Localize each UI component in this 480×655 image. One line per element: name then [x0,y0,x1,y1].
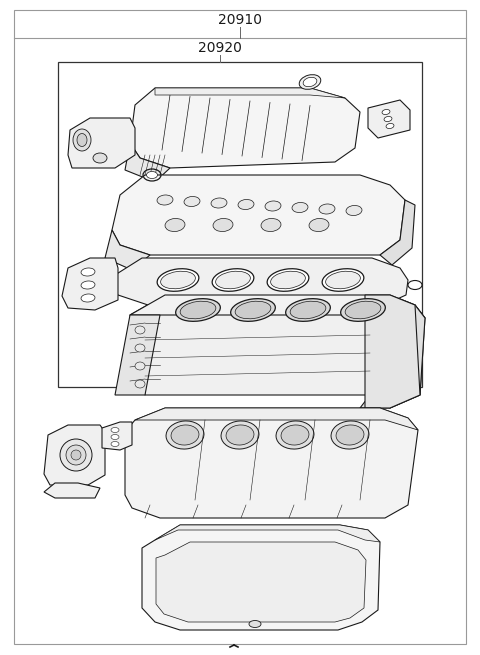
Ellipse shape [226,425,254,445]
Ellipse shape [386,123,394,128]
Ellipse shape [135,362,145,370]
Polygon shape [142,525,380,630]
Ellipse shape [171,425,199,445]
Ellipse shape [184,196,200,206]
Polygon shape [115,315,160,395]
Polygon shape [368,100,410,138]
Ellipse shape [77,134,87,147]
Ellipse shape [211,198,227,208]
Ellipse shape [238,200,254,210]
Ellipse shape [309,219,329,231]
Ellipse shape [336,425,364,445]
Ellipse shape [212,269,254,291]
Polygon shape [130,88,360,168]
Polygon shape [68,118,135,168]
Polygon shape [155,88,345,98]
Polygon shape [360,305,425,408]
Ellipse shape [276,421,314,449]
Polygon shape [62,258,118,310]
Polygon shape [156,542,366,622]
Ellipse shape [213,219,233,231]
Text: 20910: 20910 [218,13,262,27]
Ellipse shape [265,201,281,211]
Ellipse shape [81,294,95,302]
Ellipse shape [66,445,86,465]
Polygon shape [130,295,425,408]
Ellipse shape [325,271,360,289]
Ellipse shape [135,380,145,388]
Ellipse shape [146,172,157,179]
Ellipse shape [135,326,145,334]
Polygon shape [110,258,408,305]
Polygon shape [155,525,380,542]
Ellipse shape [216,271,251,289]
Ellipse shape [166,421,204,449]
Polygon shape [130,295,425,325]
Ellipse shape [346,206,362,215]
Polygon shape [125,143,170,182]
Ellipse shape [157,269,199,291]
Ellipse shape [135,344,145,352]
Ellipse shape [180,301,216,319]
Ellipse shape [81,268,95,276]
Ellipse shape [60,439,92,471]
Ellipse shape [71,450,81,460]
Ellipse shape [161,271,195,289]
Ellipse shape [235,301,271,319]
Ellipse shape [249,620,261,627]
Ellipse shape [319,204,335,214]
Ellipse shape [286,299,330,322]
Ellipse shape [111,441,119,447]
Polygon shape [125,408,418,518]
Bar [58,62,422,387]
Polygon shape [44,425,105,485]
Ellipse shape [384,117,392,122]
Ellipse shape [111,434,119,440]
Ellipse shape [231,299,276,322]
Ellipse shape [322,269,364,291]
Ellipse shape [299,75,321,89]
Ellipse shape [292,202,308,212]
Ellipse shape [271,271,305,289]
Ellipse shape [73,129,91,151]
Ellipse shape [261,219,281,231]
Polygon shape [135,408,418,430]
Ellipse shape [111,428,119,432]
Ellipse shape [345,301,381,319]
Ellipse shape [221,421,259,449]
Ellipse shape [81,281,95,289]
Ellipse shape [176,299,220,322]
Polygon shape [365,295,420,408]
Ellipse shape [290,301,326,319]
Polygon shape [102,422,132,450]
Ellipse shape [267,269,309,291]
Ellipse shape [382,109,390,115]
Text: 20920: 20920 [198,41,242,55]
Polygon shape [380,200,415,265]
Ellipse shape [331,421,369,449]
Ellipse shape [281,425,309,445]
Ellipse shape [93,153,107,163]
Polygon shape [112,175,405,255]
Polygon shape [105,230,150,270]
Polygon shape [44,483,100,498]
Ellipse shape [165,219,185,231]
Ellipse shape [157,195,173,205]
Ellipse shape [303,77,317,86]
Ellipse shape [341,299,385,322]
